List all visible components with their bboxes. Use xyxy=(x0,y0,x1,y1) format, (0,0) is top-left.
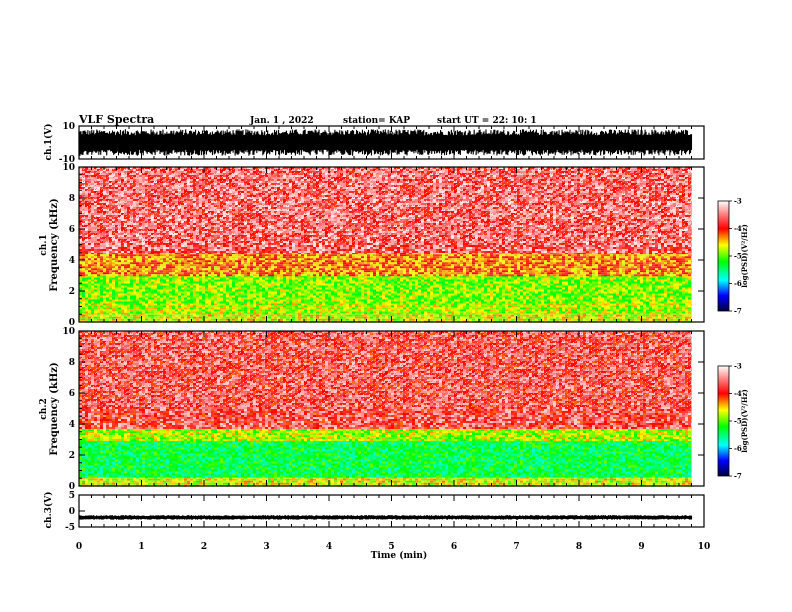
x-tick-label: 10 xyxy=(698,542,711,552)
y-tick-label: 10 xyxy=(62,122,75,132)
start-time-label: start UT = 22: 10: 1 xyxy=(437,116,537,126)
y-tick-label: 10 xyxy=(62,163,75,173)
ch1-spectrogram-ylabel-freq: Frequency (kHz) xyxy=(49,198,60,291)
x-tick-label: 3 xyxy=(263,542,269,552)
spectrogram-band xyxy=(79,440,694,478)
spectrogram-band xyxy=(79,313,694,323)
spectrogram-no-data xyxy=(692,167,705,322)
figure-title: VLF Spectra xyxy=(78,113,154,126)
x-tick-label: 7 xyxy=(513,542,519,552)
colorbar-tick-label: -7 xyxy=(734,472,742,481)
ch2-spectrogram-ylabel-channel: ch.2 xyxy=(39,398,49,419)
ch1-spectrogram-ylabel-channel: ch.1 xyxy=(39,234,49,255)
spectrogram-band xyxy=(79,252,694,276)
y-tick-label: 10 xyxy=(62,327,75,337)
y-tick-label: 8 xyxy=(69,194,75,204)
spectrogram-band xyxy=(79,427,694,441)
spectrogram-band xyxy=(79,276,694,304)
ch2-spectrogram-ylabel-freq: Frequency (kHz) xyxy=(49,362,60,455)
y-tick-label: 2 xyxy=(69,287,75,297)
station-label: station= KAP xyxy=(343,116,410,126)
ch3-waveform-panel: 5 0 -5 xyxy=(65,491,704,533)
spectrogram-no-data xyxy=(692,331,705,486)
x-tick-label: 1 xyxy=(138,542,144,552)
vlf-spectra-figure: VLF Spectra Jan. 1 , 2022 station= KAP s… xyxy=(0,0,792,612)
y-tick-label: -5 xyxy=(65,523,75,533)
ch3-waveform-ylabel: ch.3(V) xyxy=(43,492,54,529)
spectrogram-noise xyxy=(79,331,692,409)
y-tick-label: 6 xyxy=(69,389,75,399)
spectrogram-band xyxy=(79,477,694,487)
x-axis-label: Time (min) xyxy=(371,550,428,561)
ch1-waveform-panel: 10-10 xyxy=(59,122,704,165)
colorbar-label: log(PSD)(V²/Hz) xyxy=(740,224,749,288)
waveform-trace xyxy=(79,515,692,519)
x-tick-label: 0 xyxy=(76,542,82,552)
y-tick-label: 0 xyxy=(69,507,75,517)
y-tick-label: 5 xyxy=(69,491,75,501)
ch1-waveform-ylabel: ch.1(V) xyxy=(43,124,54,161)
y-tick-label: 2 xyxy=(69,451,75,461)
date-label: Jan. 1 , 2022 xyxy=(249,116,314,126)
spectrogram-noise xyxy=(79,167,692,245)
y-tick-label: 8 xyxy=(69,358,75,368)
colorbar-gradient xyxy=(718,201,729,311)
x-tick-label: 9 xyxy=(638,542,644,552)
colorbar-gradient xyxy=(718,366,729,476)
x-tick-label: 8 xyxy=(576,542,582,552)
waveform-trace xyxy=(79,129,692,155)
colorbar-label: log(PSD)(V²/Hz) xyxy=(740,389,749,453)
y-tick-label: 4 xyxy=(69,256,75,266)
y-tick-label: 6 xyxy=(69,225,75,235)
x-tick-label: 5 xyxy=(388,542,394,552)
x-tick-label: 2 xyxy=(201,542,207,552)
spectrogram-band xyxy=(79,303,694,313)
x-tick-label: 4 xyxy=(326,542,332,552)
colorbar-tick-label: -3 xyxy=(734,362,742,371)
x-tick-label: 6 xyxy=(451,542,457,552)
colorbar-tick-label: -7 xyxy=(734,307,742,316)
y-tick-label: 4 xyxy=(69,420,75,430)
colorbar-tick-label: -3 xyxy=(734,197,742,206)
